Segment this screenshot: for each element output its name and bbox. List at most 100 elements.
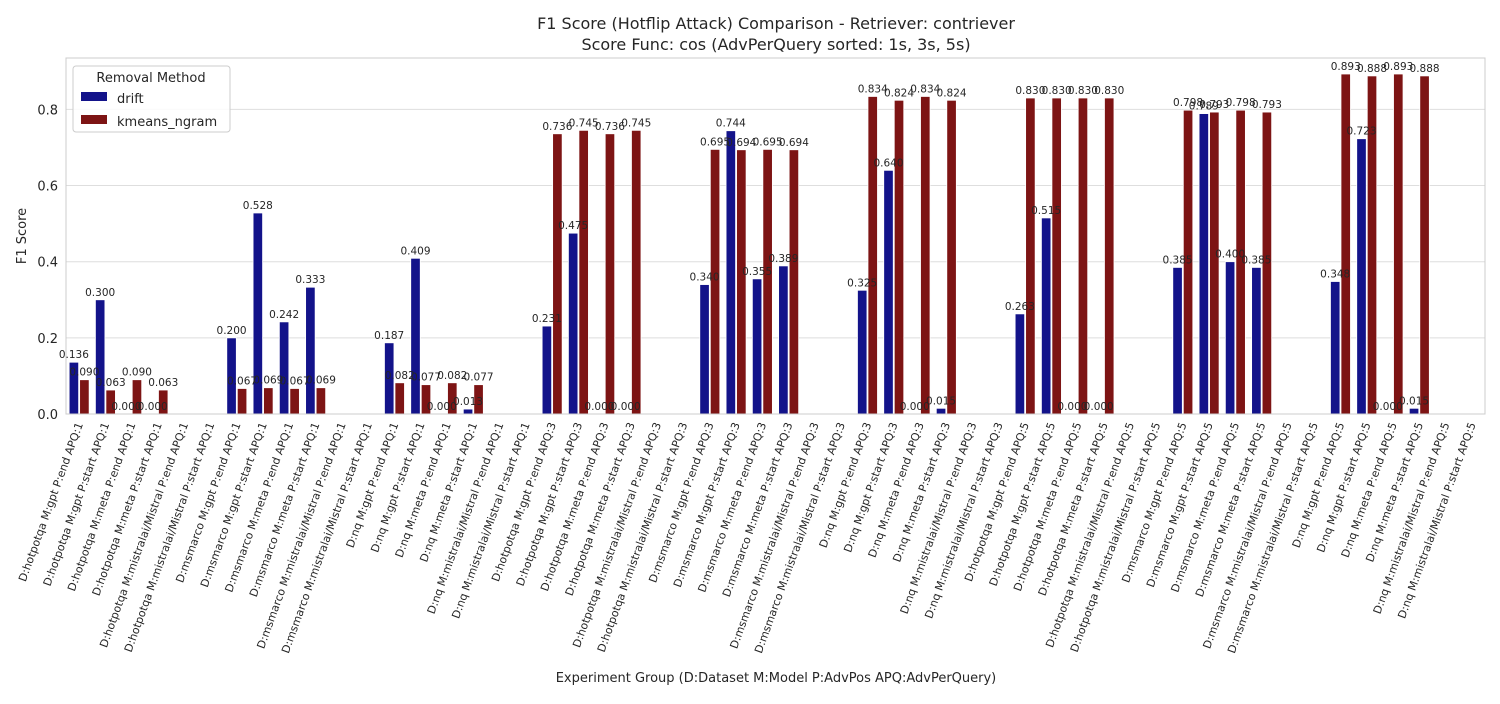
bar-drift [1330,281,1341,415]
bar-drift [305,286,316,415]
data-label-kmeans-ngram: 0.824 [937,87,967,99]
data-label-kmeans-ngram: 0.695 [700,136,730,148]
data-label-drift: 0.789 [1189,101,1219,113]
data-label-drift: 0.640 [873,157,903,169]
data-label-kmeans-ngram: 0.067 [227,375,257,387]
bar-kmeans-ngram [920,96,931,415]
data-label-drift: 0.000 [111,401,141,413]
y-tick-label: 0.4 [37,256,58,271]
legend-label-drift: drift [117,92,144,107]
bar-kmeans-ngram [1077,97,1089,415]
data-label-kmeans-ngram: 0.888 [1357,63,1387,75]
bar-kmeans-ngram [1393,73,1404,415]
data-label-kmeans-ngram: 0.067 [280,375,310,387]
bar-kmeans-ngram [394,382,405,415]
data-label-kmeans-ngram: 0.745 [621,117,651,129]
data-label-kmeans-ngram: 0.798 [1226,97,1256,109]
data-label-drift: 0.015 [926,395,956,407]
y-tick-label: 0.6 [37,180,58,195]
data-label-drift: 0.385 [1163,254,1193,266]
bar-kmeans-ngram [1104,97,1115,415]
data-label-drift: 0.000 [1057,401,1087,413]
bar-drift [1014,313,1026,415]
bar-drift [95,299,106,415]
x-axis-ticks: D:hotpotqa M:gpt P:end APQ:1D:hotpotqa M… [16,421,1479,656]
y-tick-label: 0.8 [37,103,58,118]
bar-drift [935,407,947,415]
data-label-drift: 0.263 [1005,301,1035,313]
data-label-kmeans-ngram: 0.793 [1252,99,1282,111]
data-label-kmeans-ngram: 0.736 [542,121,572,133]
x-axis-label: Experiment Group (D:Dataset M:Model P:Ad… [556,671,997,686]
bar-drift [725,130,736,415]
data-label-kmeans-ngram: 0.824 [884,87,914,99]
bar-kmeans-ngram [315,387,327,415]
y-tick-label: 0.0 [37,408,58,423]
data-label-kmeans-ngram: 0.830 [1042,85,1072,97]
data-label-drift: 0.000 [138,401,168,413]
data-label-kmeans-ngram: 0.736 [595,121,625,133]
legend-label-kmeans-ngram: kmeans_ngram [117,115,217,130]
bar-kmeans-ngram [236,388,248,415]
bar-drift [1224,261,1236,415]
bar-kmeans-ngram [867,96,878,415]
data-label-drift: 0.187 [374,330,404,342]
data-label-kmeans-ngram: 0.893 [1383,61,1413,73]
bar-drift [1408,407,1420,415]
data-label-kmeans-ngram: 0.893 [1331,61,1361,73]
y-tick-label: 0.2 [37,332,58,347]
data-label-drift: 0.528 [243,200,273,212]
data-labels: 0.1360.3000.0000.0000.2000.5280.2420.333… [59,61,1440,413]
data-label-drift: 0.475 [558,220,588,232]
data-label-kmeans-ngram: 0.834 [858,83,888,95]
data-label-drift: 0.000 [1084,401,1114,413]
plot-frame [65,57,1486,415]
data-label-drift: 0.389 [768,253,798,265]
data-label-kmeans-ngram: 0.090 [122,367,152,379]
data-label-kmeans-ngram: 0.793 [1199,99,1229,111]
bar-drift [1172,267,1183,415]
data-label-drift: 0.355 [742,266,772,278]
bar-kmeans-ngram [762,148,773,415]
data-label-drift: 0.015 [1399,395,1429,407]
bar-kmeans-ngram [1025,97,1036,415]
legend-swatch-kmeans-ngram [81,115,107,124]
data-label-drift: 0.013 [453,396,483,408]
data-label-kmeans-ngram: 0.798 [1173,97,1203,109]
data-label-drift: 0.000 [427,401,457,413]
bar-kmeans-ngram [788,149,800,415]
data-label-kmeans-ngram: 0.694 [779,137,809,149]
bar-drift [462,408,474,415]
bar-kmeans-ngram [946,99,957,415]
bar-kmeans-ngram [578,129,589,415]
data-label-kmeans-ngram: 0.077 [464,372,494,384]
bar-drift [1356,138,1367,415]
data-label-drift: 0.000 [900,401,930,413]
data-label-kmeans-ngram: 0.090 [69,367,99,379]
bar-kmeans-ngram [893,99,905,415]
bar-drift [1198,113,1209,415]
data-label-kmeans-ngram: 0.063 [148,377,178,389]
bar-kmeans-ngram [604,133,616,415]
data-label-kmeans-ngram: 0.082 [437,370,467,382]
legend-swatch-drift [81,92,107,101]
data-label-drift: 0.136 [59,349,89,361]
data-label-drift: 0.200 [217,325,247,337]
bar-kmeans-ngram [263,387,274,415]
legend-box [72,65,231,133]
data-label-drift: 0.231 [532,313,562,325]
data-label-drift: 0.000 [584,401,614,413]
data-label-kmeans-ngram: 0.695 [753,136,783,148]
bar-kmeans-ngram [289,388,300,415]
bar-drift [857,289,868,415]
y-axis-label: F1 Score [15,208,30,264]
bar-kmeans-ngram [1051,97,1062,415]
data-label-drift: 0.242 [269,309,299,321]
data-label-kmeans-ngram: 0.830 [1015,85,1045,97]
data-label-drift: 0.385 [1241,254,1271,266]
data-label-kmeans-ngram: 0.830 [1094,85,1124,97]
data-label-kmeans-ngram: 0.069 [306,375,336,387]
chart-title-line2: Score Func: cos (AdvPerQuery sorted: 1s,… [581,35,970,54]
data-label-drift: 0.744 [716,118,746,130]
